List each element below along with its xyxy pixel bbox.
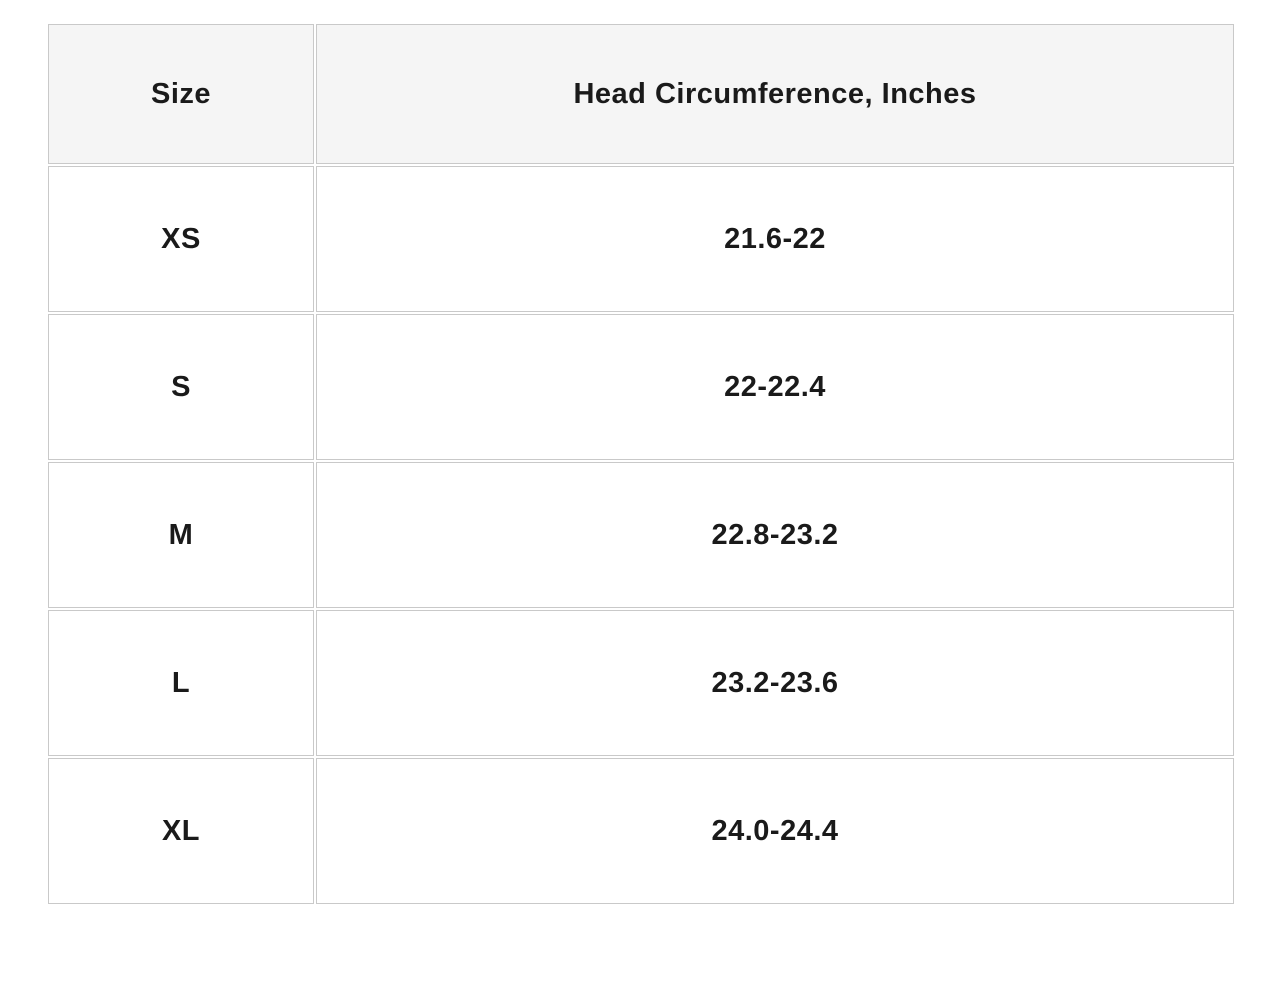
size-cell: S (48, 314, 314, 460)
circumference-cell: 24.0-24.4 (316, 758, 1234, 904)
circumference-cell: 23.2-23.6 (316, 610, 1234, 756)
table-row: S 22-22.4 (48, 314, 1234, 460)
table-row: L 23.2-23.6 (48, 610, 1234, 756)
circumference-cell: 22.8-23.2 (316, 462, 1234, 608)
size-chart-table: Size Head Circumference, Inches XS 21.6-… (46, 22, 1236, 906)
table-row: M 22.8-23.2 (48, 462, 1234, 608)
table-row: XL 24.0-24.4 (48, 758, 1234, 904)
size-cell: M (48, 462, 314, 608)
size-cell: L (48, 610, 314, 756)
size-cell: XS (48, 166, 314, 312)
header-row: Size Head Circumference, Inches (48, 24, 1234, 164)
size-cell: XL (48, 758, 314, 904)
circumference-column-header: Head Circumference, Inches (316, 24, 1234, 164)
circumference-cell: 22-22.4 (316, 314, 1234, 460)
size-column-header: Size (48, 24, 314, 164)
circumference-cell: 21.6-22 (316, 166, 1234, 312)
table-row: XS 21.6-22 (48, 166, 1234, 312)
